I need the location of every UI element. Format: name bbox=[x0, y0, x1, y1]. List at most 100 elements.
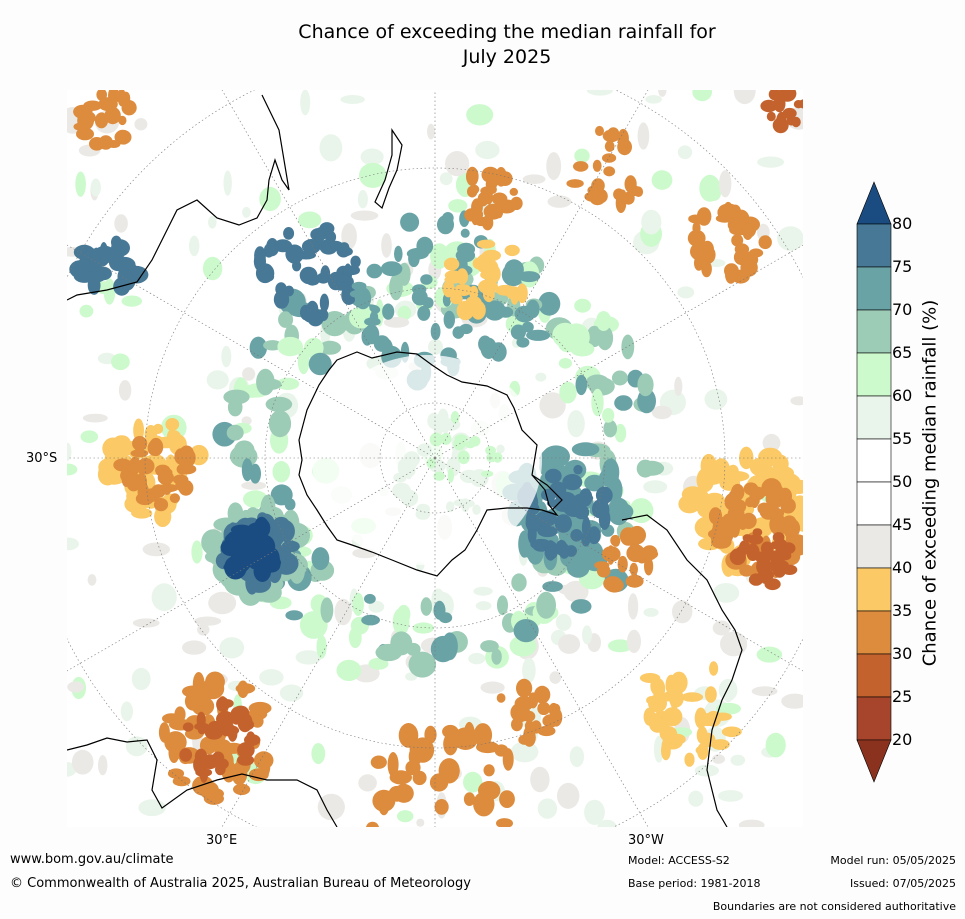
anomaly-patch bbox=[472, 504, 481, 515]
anomaly-patch bbox=[522, 174, 546, 184]
anomaly-patch bbox=[684, 752, 695, 767]
anomaly-patch bbox=[509, 187, 518, 196]
anomaly-patch bbox=[243, 719, 254, 730]
anomaly-patch bbox=[442, 212, 454, 224]
anomaly-patch bbox=[534, 685, 551, 704]
anomaly-patch bbox=[357, 190, 368, 209]
anomaly-patch bbox=[241, 458, 253, 482]
anomaly-patch bbox=[760, 99, 778, 113]
anomaly-patch bbox=[192, 672, 205, 696]
anomaly-patch bbox=[98, 755, 108, 776]
anomaly-patch bbox=[781, 693, 803, 709]
graticule-circle-60s bbox=[264, 287, 606, 629]
anomaly-patch bbox=[261, 554, 281, 571]
anomaly-patch bbox=[651, 405, 673, 420]
anomaly-patch bbox=[383, 317, 410, 328]
anomaly-patch bbox=[636, 459, 654, 478]
anomaly-patch bbox=[137, 481, 149, 502]
anomaly-patch bbox=[558, 634, 581, 654]
anomaly-patch bbox=[496, 444, 505, 454]
anomaly-patch bbox=[457, 242, 476, 256]
anomaly-patch bbox=[768, 498, 782, 509]
anomaly-patch bbox=[745, 497, 755, 508]
anomaly-patch bbox=[202, 256, 223, 281]
anomaly-patch bbox=[700, 240, 715, 259]
anomaly-patch bbox=[158, 722, 170, 743]
anomaly-patch bbox=[237, 680, 249, 699]
anomaly-patch bbox=[476, 741, 500, 754]
anomaly-patch bbox=[417, 305, 431, 321]
anomaly-patch bbox=[350, 210, 379, 221]
anomaly-patch bbox=[697, 742, 709, 760]
anomaly-patch bbox=[786, 114, 796, 126]
anomaly-patch bbox=[725, 265, 737, 284]
anomaly-patch bbox=[242, 206, 251, 218]
anomaly-patch bbox=[194, 722, 210, 731]
colorbar-tick-label: 65 bbox=[892, 343, 913, 362]
anomaly-patch bbox=[602, 153, 617, 163]
anomaly-patch bbox=[595, 125, 604, 137]
anomaly-patch bbox=[756, 646, 783, 663]
anomaly-patch bbox=[87, 574, 97, 586]
anomaly-patch bbox=[473, 723, 493, 747]
anomaly-patch bbox=[611, 370, 628, 386]
anomaly-patch bbox=[366, 263, 383, 279]
anomaly-patch bbox=[585, 374, 610, 391]
anomaly-patch bbox=[758, 447, 783, 467]
anomaly-patch bbox=[558, 543, 570, 559]
anomaly-patch bbox=[480, 640, 499, 653]
anomaly-patch bbox=[134, 118, 148, 131]
anomaly-patch bbox=[558, 358, 572, 369]
anomaly-patch bbox=[574, 148, 590, 163]
anomaly-patch bbox=[320, 597, 334, 623]
anomaly-patch bbox=[469, 184, 480, 195]
anomaly-patch bbox=[750, 534, 761, 544]
anomaly-patch bbox=[232, 528, 246, 543]
anomaly-patch bbox=[111, 353, 130, 371]
anomaly-patch bbox=[765, 732, 786, 758]
anomaly-patch bbox=[608, 639, 633, 653]
anomaly-patch bbox=[114, 129, 132, 145]
footer-url[interactable]: www.bom.gov.au/climate bbox=[10, 852, 174, 867]
anomaly-patch bbox=[696, 468, 715, 493]
anomaly-patch bbox=[688, 790, 704, 807]
anomaly-patch bbox=[463, 792, 476, 806]
anomaly-patch bbox=[361, 327, 374, 346]
anomaly-patch bbox=[658, 90, 667, 97]
colorbar-tick-label: 45 bbox=[892, 515, 913, 534]
meridian bbox=[67, 457, 436, 672]
anomaly-patch bbox=[393, 472, 407, 483]
new-zealand-coastline bbox=[374, 128, 403, 210]
anomaly-patch bbox=[704, 492, 725, 508]
meridian bbox=[434, 244, 803, 459]
anomaly-patch bbox=[75, 171, 86, 197]
anomaly-patch bbox=[643, 607, 659, 617]
anomaly-patch bbox=[760, 541, 774, 556]
anomaly-patch bbox=[319, 239, 338, 255]
anomaly-patch bbox=[306, 300, 319, 317]
anomaly-patch bbox=[358, 774, 377, 792]
anomaly-patch bbox=[733, 90, 756, 105]
anomaly-patch bbox=[397, 810, 414, 823]
anomaly-patch bbox=[366, 821, 379, 827]
anomaly-patch bbox=[277, 336, 303, 357]
anomaly-patch bbox=[688, 214, 703, 224]
anomaly-patch bbox=[319, 293, 329, 312]
anomaly-patch bbox=[468, 208, 484, 221]
anomaly-patch bbox=[483, 764, 495, 777]
anomaly-patch bbox=[730, 754, 746, 766]
anomaly-patch bbox=[557, 782, 580, 809]
anomaly-patch bbox=[406, 642, 421, 656]
anomaly-patch bbox=[182, 722, 194, 732]
title-line-2: July 2025 bbox=[462, 46, 552, 68]
anomaly-patch bbox=[692, 90, 712, 102]
anomaly-patch bbox=[604, 140, 615, 152]
anomaly-patch bbox=[67, 537, 79, 551]
anomaly-patch bbox=[147, 440, 162, 456]
anomaly-patch bbox=[537, 539, 550, 548]
anomaly-patch bbox=[285, 244, 304, 264]
anomaly-patch bbox=[273, 290, 290, 309]
anomaly-patch bbox=[715, 214, 734, 223]
anomaly-patch bbox=[772, 532, 785, 543]
anomaly-patch bbox=[352, 592, 364, 616]
